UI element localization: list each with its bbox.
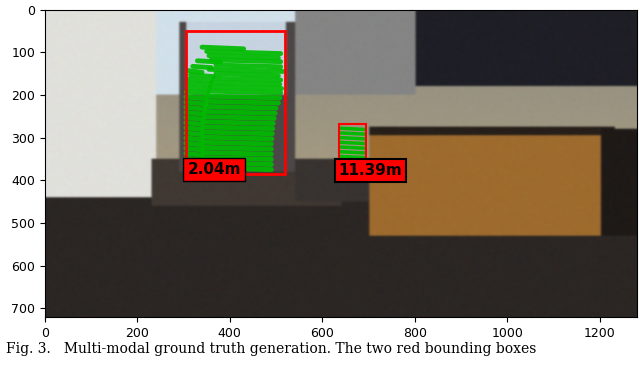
Text: 11.39m: 11.39m [339,163,402,178]
Bar [339,124,366,175]
Text: 2.04m: 2.04m [188,162,241,177]
Bar [186,31,285,174]
Text: Fig. 3.   Multi-modal ground truth generation. The two red bounding boxes: Fig. 3. Multi-modal ground truth generat… [6,342,537,356]
